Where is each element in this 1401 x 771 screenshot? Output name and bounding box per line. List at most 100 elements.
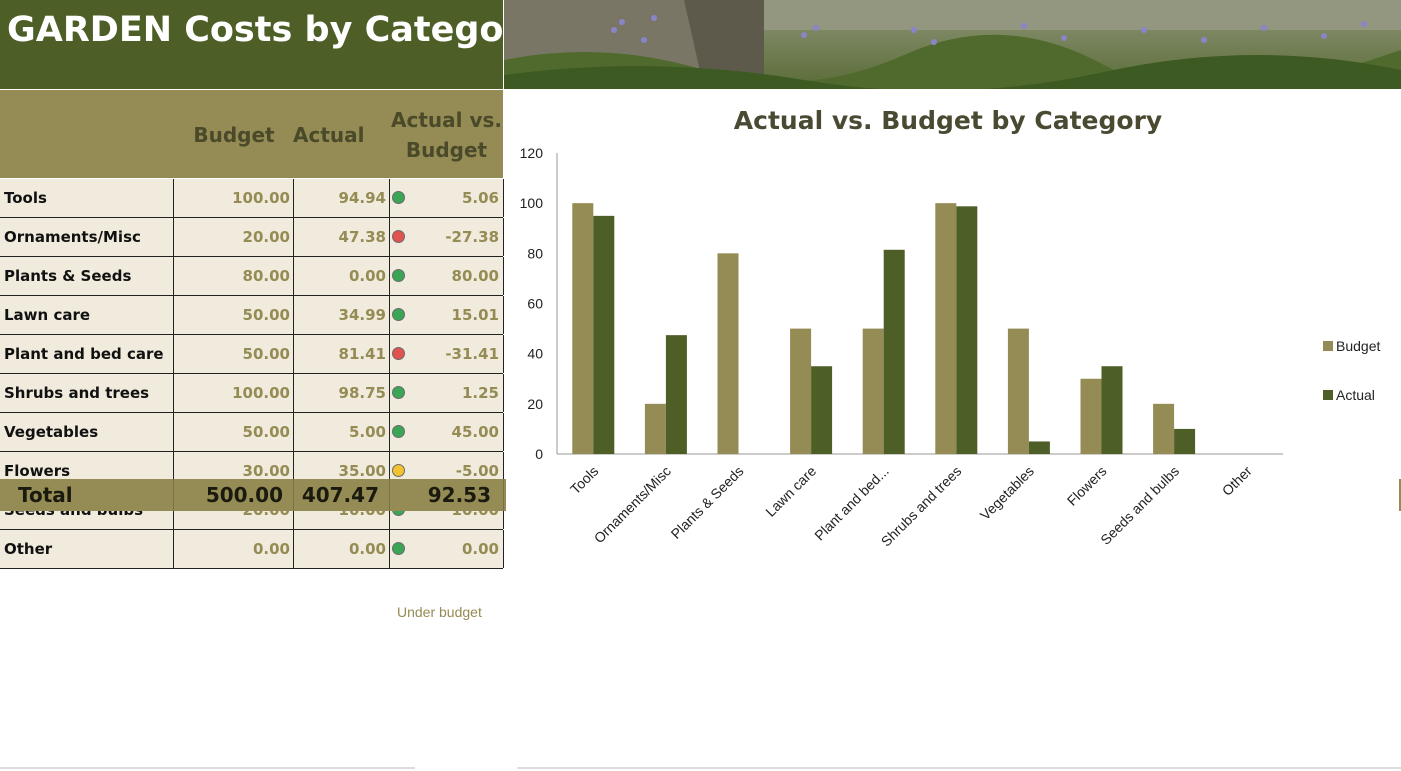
- column-divider: [503, 257, 504, 295]
- column-divider: [293, 218, 294, 256]
- legend-label: Budget: [1336, 338, 1380, 354]
- total-variance: 92.53: [427, 483, 491, 507]
- garden-photo: [504, 0, 1401, 89]
- green-status-indicator-icon: [392, 425, 405, 438]
- column-divider: [389, 413, 390, 451]
- column-divider: [173, 257, 174, 295]
- table-header: Budget Actual Actual vs. Budget: [0, 90, 503, 178]
- column-divider: [503, 374, 504, 412]
- budget-cell: 100.00: [232, 189, 290, 207]
- green-status-indicator-icon: [392, 191, 405, 204]
- column-divider: [503, 530, 504, 568]
- y-tick-label: 40: [527, 346, 543, 362]
- category-cell: Shrubs and trees: [4, 384, 150, 402]
- column-divider: [173, 413, 174, 451]
- green-status-indicator-icon: [392, 386, 405, 399]
- x-tick-label: Shrubs and trees: [878, 463, 965, 550]
- budget-cell: 50.00: [242, 306, 290, 324]
- x-tick-label: Seeds and bulbs: [1097, 463, 1182, 548]
- budget-bar: [1080, 378, 1102, 454]
- column-divider: [389, 335, 390, 373]
- x-tick-label: Flowers: [1064, 463, 1110, 509]
- actual-bar: [883, 249, 905, 454]
- title-banner: GARDEN Costs by Category: [0, 0, 544, 89]
- column-divider: [293, 374, 294, 412]
- variance-cell: 45.00: [451, 423, 499, 441]
- table-row: Plant and bed care 50.00 81.41 -31.41: [0, 335, 504, 374]
- column-divider: [389, 530, 390, 568]
- budget-cell: 80.00: [242, 267, 290, 285]
- red-status-indicator-icon: [392, 230, 405, 243]
- budget-bar: [572, 203, 594, 454]
- column-divider: [173, 374, 174, 412]
- column-divider: [173, 530, 174, 568]
- category-cell: Lawn care: [4, 306, 91, 324]
- x-tick-label: Plants & Seeds: [668, 463, 747, 542]
- y-tick-label: 120: [520, 145, 544, 161]
- column-divider: [173, 296, 174, 334]
- total-budget: 500.00: [205, 483, 283, 507]
- budget-cell: 30.00: [242, 462, 290, 480]
- column-divider: [293, 452, 294, 490]
- budget-cell: 20.00: [242, 228, 290, 246]
- x-tick-label: Lawn care: [762, 463, 819, 520]
- table-row: Lawn care 50.00 34.99 15.01: [0, 296, 504, 335]
- budget-bar: [1007, 328, 1029, 454]
- budget-bar: [644, 403, 666, 454]
- actual-cell: 98.75: [338, 384, 386, 402]
- legend-label: Actual: [1336, 387, 1375, 403]
- column-divider: [389, 452, 390, 490]
- actual-cell: 47.38: [338, 228, 386, 246]
- actual-bar: [1174, 428, 1196, 454]
- y-tick-label: 20: [527, 396, 543, 412]
- budget-cell: 50.00: [242, 345, 290, 363]
- actual-bar: [956, 206, 978, 454]
- actual-legend-swatch: [1323, 390, 1333, 400]
- category-cell: Other: [4, 540, 53, 558]
- green-status-indicator-icon: [392, 269, 405, 282]
- category-cell: Vegetables: [4, 423, 99, 441]
- y-tick-label: 100: [520, 195, 544, 211]
- y-tick-label: 0: [535, 446, 543, 462]
- table-row: Other 0.00 0.00 0.00: [0, 530, 504, 569]
- category-cell: Ornaments/Misc: [4, 228, 141, 246]
- column-divider: [173, 179, 174, 217]
- variance-column-header: Actual vs. Budget: [390, 105, 503, 165]
- actual-cell: 0.00: [348, 267, 386, 285]
- budget-column-header: Budget: [193, 123, 275, 147]
- column-divider: [389, 296, 390, 334]
- actual-bar: [1101, 366, 1123, 454]
- bar-chart: Actual vs. Budget by Category 0 20 40 60 80 10…: [520, 106, 1381, 550]
- column-divider: [503, 296, 504, 334]
- variance-cell: 15.01: [451, 306, 499, 324]
- actual-cell: 81.41: [338, 345, 386, 363]
- column-divider: [173, 452, 174, 490]
- red-status-indicator-icon: [392, 347, 405, 360]
- y-tick-label: 60: [527, 296, 543, 312]
- column-divider: [503, 413, 504, 451]
- column-divider: [389, 218, 390, 256]
- column-divider: [293, 413, 294, 451]
- page-title: GARDEN Costs by Category: [7, 10, 544, 50]
- category-cell: Tools: [4, 189, 47, 207]
- column-divider: [293, 179, 294, 217]
- budget-bar: [790, 328, 812, 454]
- x-tick-label: Other: [1219, 463, 1255, 499]
- column-divider: [293, 257, 294, 295]
- actual-cell: 34.99: [338, 306, 386, 324]
- actual-cell: 35.00: [338, 462, 386, 480]
- budget-status-note: Under budget: [397, 604, 482, 620]
- table-row: Vegetables 50.00 5.00 45.00: [0, 413, 504, 452]
- column-divider: [503, 218, 504, 256]
- table-row: Ornaments/Misc 20.00 47.38 -27.38: [0, 218, 504, 257]
- variance-cell: -5.00: [455, 462, 499, 480]
- variance-cell: 5.06: [461, 189, 499, 207]
- actual-bar: [811, 366, 833, 454]
- x-tick-label: Ornaments/Misc: [591, 463, 674, 546]
- budget-legend-swatch: [1323, 341, 1333, 351]
- variance-cell: 1.25: [461, 384, 499, 402]
- column-divider: [389, 179, 390, 217]
- column-divider: [389, 374, 390, 412]
- actual-cell: 94.94: [338, 189, 386, 207]
- budget-bar: [935, 203, 957, 454]
